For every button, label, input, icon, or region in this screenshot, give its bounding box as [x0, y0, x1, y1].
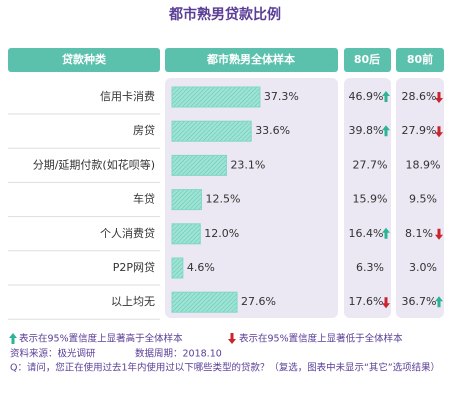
value-label: 3.0% [409, 261, 437, 274]
value-label: 12.5% [205, 193, 240, 206]
value-label: 46.9% [349, 90, 384, 103]
value-label: 23.1% [230, 158, 265, 171]
down-arrow [435, 228, 443, 240]
down-arrow [435, 126, 443, 138]
value-label: 28.6% [402, 90, 437, 103]
value-label: 17.6% [349, 295, 384, 308]
header-text: 80前 [407, 52, 433, 66]
value-label: 9.5% [409, 193, 437, 206]
down-arrow [382, 297, 390, 309]
bar [171, 120, 252, 142]
bar [171, 257, 184, 279]
value-label: 27.9% [402, 124, 437, 137]
down-arrow [435, 92, 443, 103]
down-arrow [228, 333, 236, 344]
value-label: 37.3% [264, 90, 299, 103]
header-cell [344, 48, 391, 72]
up-arrow [435, 296, 443, 308]
header-text: 贷款种类 [62, 52, 107, 66]
up-arrow [382, 227, 390, 239]
value-label: 18.9% [406, 158, 441, 171]
bar [171, 291, 238, 313]
value-label: 33.6% [255, 124, 290, 137]
value-label: 39.8% [349, 124, 384, 137]
panel [396, 78, 444, 318]
header-cell [8, 48, 160, 72]
category-label: P2P网贷 [113, 260, 155, 274]
category-label: 以上均无 [111, 295, 155, 308]
value-label: 16.4% [349, 227, 384, 240]
header-text: 都市熟男全体样本 [206, 52, 295, 66]
bar [171, 86, 261, 108]
value-label: 27.7% [353, 158, 388, 171]
category-label: 房贷 [133, 123, 155, 137]
header-cell [165, 48, 338, 72]
value-label: 15.9% [353, 193, 388, 206]
bar [171, 223, 201, 245]
category-label: 信用卡消费 [100, 89, 155, 103]
value-label: 12.0% [204, 227, 239, 240]
up-arrow [382, 91, 390, 102]
legend-text: 表示在95%置信度上显著低于全体样本 [239, 333, 403, 345]
category-label: 个人消费贷 [100, 226, 155, 240]
source: 资料来源：极光调研 [10, 348, 96, 360]
value-label: 4.6% [187, 261, 215, 274]
value-label: 8.1% [405, 227, 433, 240]
legend: 表示在95%置信度上显著高于全体样本 表示在95%置信度上显著低于全体样本 [9, 333, 403, 345]
value-label: 27.6% [241, 295, 276, 308]
period: 数据周期：2018.10 [135, 348, 222, 360]
category-label: 车贷 [133, 192, 155, 206]
question: Q：请问，您正在使用过去1年内使用过以下哪些类型的贷款？（复选，图表中未显示“其… [10, 362, 440, 374]
chart-title: 都市熟男贷款比例 [168, 6, 281, 23]
category-label: 分期/延期付款(如花呗等) [33, 157, 155, 171]
up-arrow [382, 125, 390, 137]
bar [171, 189, 202, 211]
value-label: 6.3% [356, 261, 384, 274]
bar [171, 154, 227, 176]
header-cell [396, 48, 444, 72]
panel [344, 78, 391, 318]
value-label: 36.7% [402, 295, 437, 308]
legend-text: 表示在95%置信度上显著高于全体样本 [19, 333, 183, 345]
up-arrow [9, 333, 17, 344]
header-text: 80后 [354, 52, 380, 66]
